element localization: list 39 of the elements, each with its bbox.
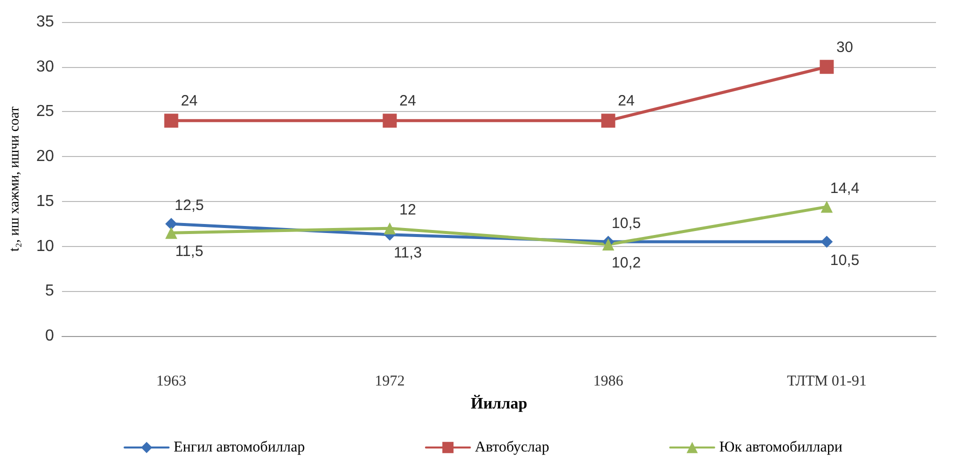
data-label: 10,5 bbox=[612, 214, 641, 232]
x-tick-label: 1972 bbox=[374, 374, 405, 390]
legend-label: Енгил автомобиллар bbox=[174, 440, 305, 456]
y-tick-label: 15 bbox=[36, 192, 54, 210]
y-tick-label: 35 bbox=[36, 14, 54, 30]
point bbox=[602, 238, 614, 250]
point bbox=[820, 200, 833, 213]
x-axis-title: Йиллар bbox=[470, 394, 528, 412]
data-label: 11,5 bbox=[175, 242, 204, 260]
data-label: 24 bbox=[180, 92, 198, 110]
point bbox=[384, 222, 396, 234]
x-tick-label: ТЛТМ 01-91 bbox=[786, 374, 867, 390]
data-label: 10,5 bbox=[830, 252, 860, 269]
point bbox=[164, 114, 178, 128]
data-label: 10,2 bbox=[612, 254, 641, 272]
x-tick-label: 1963 bbox=[156, 374, 186, 390]
data-label: 24 bbox=[618, 92, 635, 110]
y-tick-label: 5 bbox=[45, 282, 54, 300]
point bbox=[601, 114, 616, 128]
point bbox=[820, 236, 833, 248]
data-label: 24 bbox=[399, 92, 416, 110]
y-axis-title: t₂, иш хажми, ишчи соат bbox=[8, 106, 22, 252]
y-tick-label: 0 bbox=[45, 328, 54, 344]
point bbox=[165, 226, 178, 239]
data-label: 12 bbox=[399, 201, 416, 218]
y-tick-label: 10 bbox=[36, 238, 54, 255]
y-tick-label: 25 bbox=[36, 103, 54, 120]
legend-label: Юк автомобиллари bbox=[719, 440, 842, 456]
data-label: 14,4 bbox=[830, 180, 860, 197]
point bbox=[820, 60, 834, 74]
point bbox=[382, 114, 397, 128]
data-label: 30 bbox=[836, 38, 854, 56]
point bbox=[165, 218, 178, 230]
data-label: 11,3 bbox=[394, 244, 422, 262]
y-tick-label: 20 bbox=[36, 148, 54, 166]
x-tick-label: 1986 bbox=[593, 374, 624, 390]
y-tick-label: 30 bbox=[36, 58, 54, 76]
legend-label: Автобуслар bbox=[474, 440, 550, 456]
data-label: 12,5 bbox=[174, 196, 204, 214]
